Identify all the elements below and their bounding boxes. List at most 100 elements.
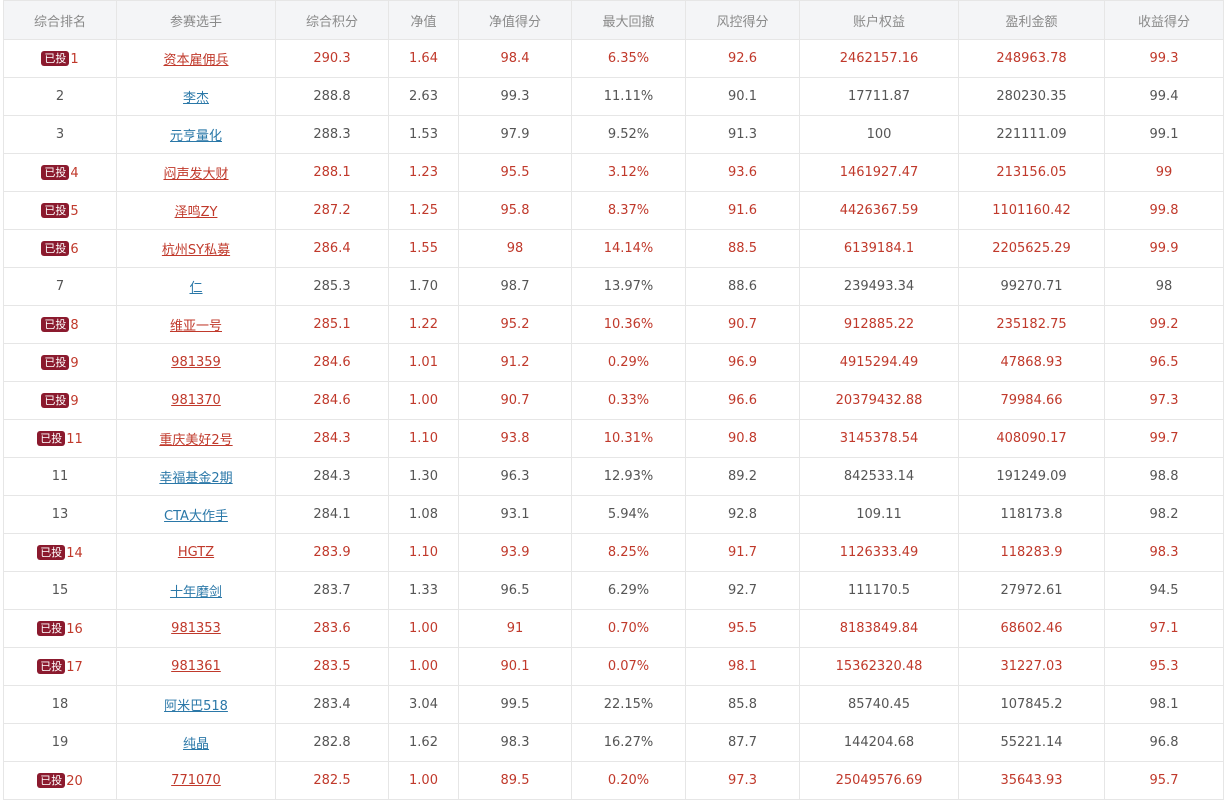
return-score-cell: 95.3 <box>1104 647 1224 686</box>
player-name-link[interactable]: 重庆美好2号 <box>159 433 233 448</box>
rank-cell: 7 <box>3 267 117 306</box>
risk-score-cell: 88.5 <box>685 229 800 268</box>
equity-cell: 842533.14 <box>799 457 959 496</box>
nav-cell: 1.10 <box>388 419 459 458</box>
nav-score-cell: 95.8 <box>458 191 572 230</box>
rank-cell: 已投 14 <box>3 533 117 572</box>
player-cell: 981359 <box>116 343 276 382</box>
invested-badge: 已投 <box>41 392 70 408</box>
risk-score-cell: 97.3 <box>685 761 800 800</box>
col-header-profit: 盈利金额 <box>958 0 1105 40</box>
max-drawdown-cell: 13.97% <box>571 267 686 306</box>
nav-cell: 2.63 <box>388 77 459 116</box>
max-drawdown-cell: 14.14% <box>571 229 686 268</box>
player-name-link[interactable]: 十年磨剑 <box>169 585 222 600</box>
profit-cell: 248963.78 <box>958 39 1105 78</box>
profit-cell: 55221.14 <box>958 723 1105 762</box>
player-cell: CTA大作手 <box>116 495 276 534</box>
equity-cell: 100 <box>799 115 959 154</box>
player-name-link[interactable]: 闷声发大财 <box>163 167 229 182</box>
risk-score-cell: 91.3 <box>685 115 800 154</box>
return-score-cell: 99.2 <box>1104 305 1224 344</box>
header-row: 综合排名 参赛选手 综合积分 净值 净值得分 最大回撤 风控得分 账户权益 盈利… <box>3 0 1224 40</box>
profit-cell: 1101160.42 <box>958 191 1105 230</box>
nav-score-cell: 98.3 <box>458 723 572 762</box>
nav-cell: 1.00 <box>388 609 459 648</box>
rank-cell: 18 <box>3 685 117 724</box>
invested-badge: 已投 <box>37 620 66 636</box>
equity-cell: 111170.5 <box>799 571 959 610</box>
equity-cell: 912885.22 <box>799 305 959 344</box>
rank-value: 11 <box>51 469 69 484</box>
score-cell: 287.2 <box>275 191 389 230</box>
profit-cell: 68602.46 <box>958 609 1105 648</box>
player-name-link[interactable]: 981361 <box>171 659 221 674</box>
player-cell: 阿米巴518 <box>116 685 276 724</box>
player-name-link[interactable]: 纯晶 <box>182 737 209 752</box>
player-name-link[interactable]: CTA大作手 <box>164 509 228 524</box>
invested-badge: 已投 <box>37 544 66 560</box>
risk-score-cell: 90.8 <box>685 419 800 458</box>
table-row: 已投 9 981370 284.6 1.00 90.7 0.33% 96.6 20379432.… <box>3 381 1224 420</box>
player-name-link[interactable]: 杭州SY私募 <box>161 243 231 258</box>
equity-cell: 25049576.69 <box>799 761 959 800</box>
player-cell: 幸福基金2期 <box>116 457 276 496</box>
risk-score-cell: 91.6 <box>685 191 800 230</box>
player-name-link[interactable]: 幸福基金2期 <box>159 471 233 486</box>
profit-cell: 191249.09 <box>958 457 1105 496</box>
score-cell: 285.1 <box>275 305 389 344</box>
rank-value: 5 <box>70 203 79 219</box>
risk-score-cell: 92.7 <box>685 571 800 610</box>
nav-score-cell: 98.4 <box>458 39 572 78</box>
rank-value: 13 <box>51 507 69 522</box>
table-row: 18 阿米巴518 283.4 3.04 99.5 22.15% 85.8 85740.45 1… <box>3 685 1224 724</box>
profit-cell: 408090.17 <box>958 419 1105 458</box>
player-name-link[interactable]: 981359 <box>171 355 221 370</box>
equity-cell: 3145378.54 <box>799 419 959 458</box>
player-name-link[interactable]: 元亨量化 <box>169 129 222 144</box>
rank-cell: 3 <box>3 115 117 154</box>
table-row: 13 CTA大作手 284.1 1.08 93.1 5.94% 92.8 109.11 1181… <box>3 495 1224 534</box>
player-name-link[interactable]: 李杰 <box>182 91 209 106</box>
max-drawdown-cell: 0.07% <box>571 647 686 686</box>
return-score-cell: 96.5 <box>1104 343 1224 382</box>
player-name-link[interactable]: 981370 <box>171 393 221 408</box>
rank-cell: 13 <box>3 495 117 534</box>
nav-cell: 3.04 <box>388 685 459 724</box>
score-cell: 283.4 <box>275 685 389 724</box>
rank-cell: 2 <box>3 77 117 116</box>
table-row: 已投 1 资本雇佣兵 290.3 1.64 98.4 6.35% 92.6 2462157.16… <box>3 39 1224 78</box>
rank-cell: 15 <box>3 571 117 610</box>
equity-cell: 4426367.59 <box>799 191 959 230</box>
risk-score-cell: 93.6 <box>685 153 800 192</box>
return-score-cell: 96.8 <box>1104 723 1224 762</box>
rank-cell: 已投 5 <box>3 191 117 230</box>
player-name-link[interactable]: HGTZ <box>177 545 215 560</box>
rank-cell: 已投 9 <box>3 381 117 420</box>
player-cell: 771070 <box>116 761 276 800</box>
player-name-link[interactable]: 泽鸣ZY <box>174 205 218 220</box>
nav-cell: 1.64 <box>388 39 459 78</box>
return-score-cell: 99.8 <box>1104 191 1224 230</box>
score-cell: 282.5 <box>275 761 389 800</box>
max-drawdown-cell: 5.94% <box>571 495 686 534</box>
player-name-link[interactable]: 仁 <box>189 281 203 296</box>
player-name-link[interactable]: 维亚一号 <box>169 319 222 334</box>
score-cell: 288.8 <box>275 77 389 116</box>
nav-cell: 1.70 <box>388 267 459 306</box>
player-name-link[interactable]: 资本雇佣兵 <box>163 53 229 68</box>
nav-cell: 1.23 <box>388 153 459 192</box>
max-drawdown-cell: 6.29% <box>571 571 686 610</box>
player-name-link[interactable]: 981353 <box>171 621 221 636</box>
player-cell: 纯晶 <box>116 723 276 762</box>
player-cell: 仁 <box>116 267 276 306</box>
table-row: 2 李杰 288.8 2.63 99.3 11.11% 90.1 17711.87 280230… <box>3 77 1224 116</box>
rank-cell: 已投 6 <box>3 229 117 268</box>
player-name-link[interactable]: 771070 <box>171 773 221 788</box>
rank-cell: 11 <box>3 457 117 496</box>
rank-value: 1 <box>70 51 79 67</box>
invested-badge: 已投 <box>37 430 66 446</box>
player-name-link[interactable]: 阿米巴518 <box>164 699 228 714</box>
rank-value: 19 <box>51 735 69 750</box>
max-drawdown-cell: 3.12% <box>571 153 686 192</box>
